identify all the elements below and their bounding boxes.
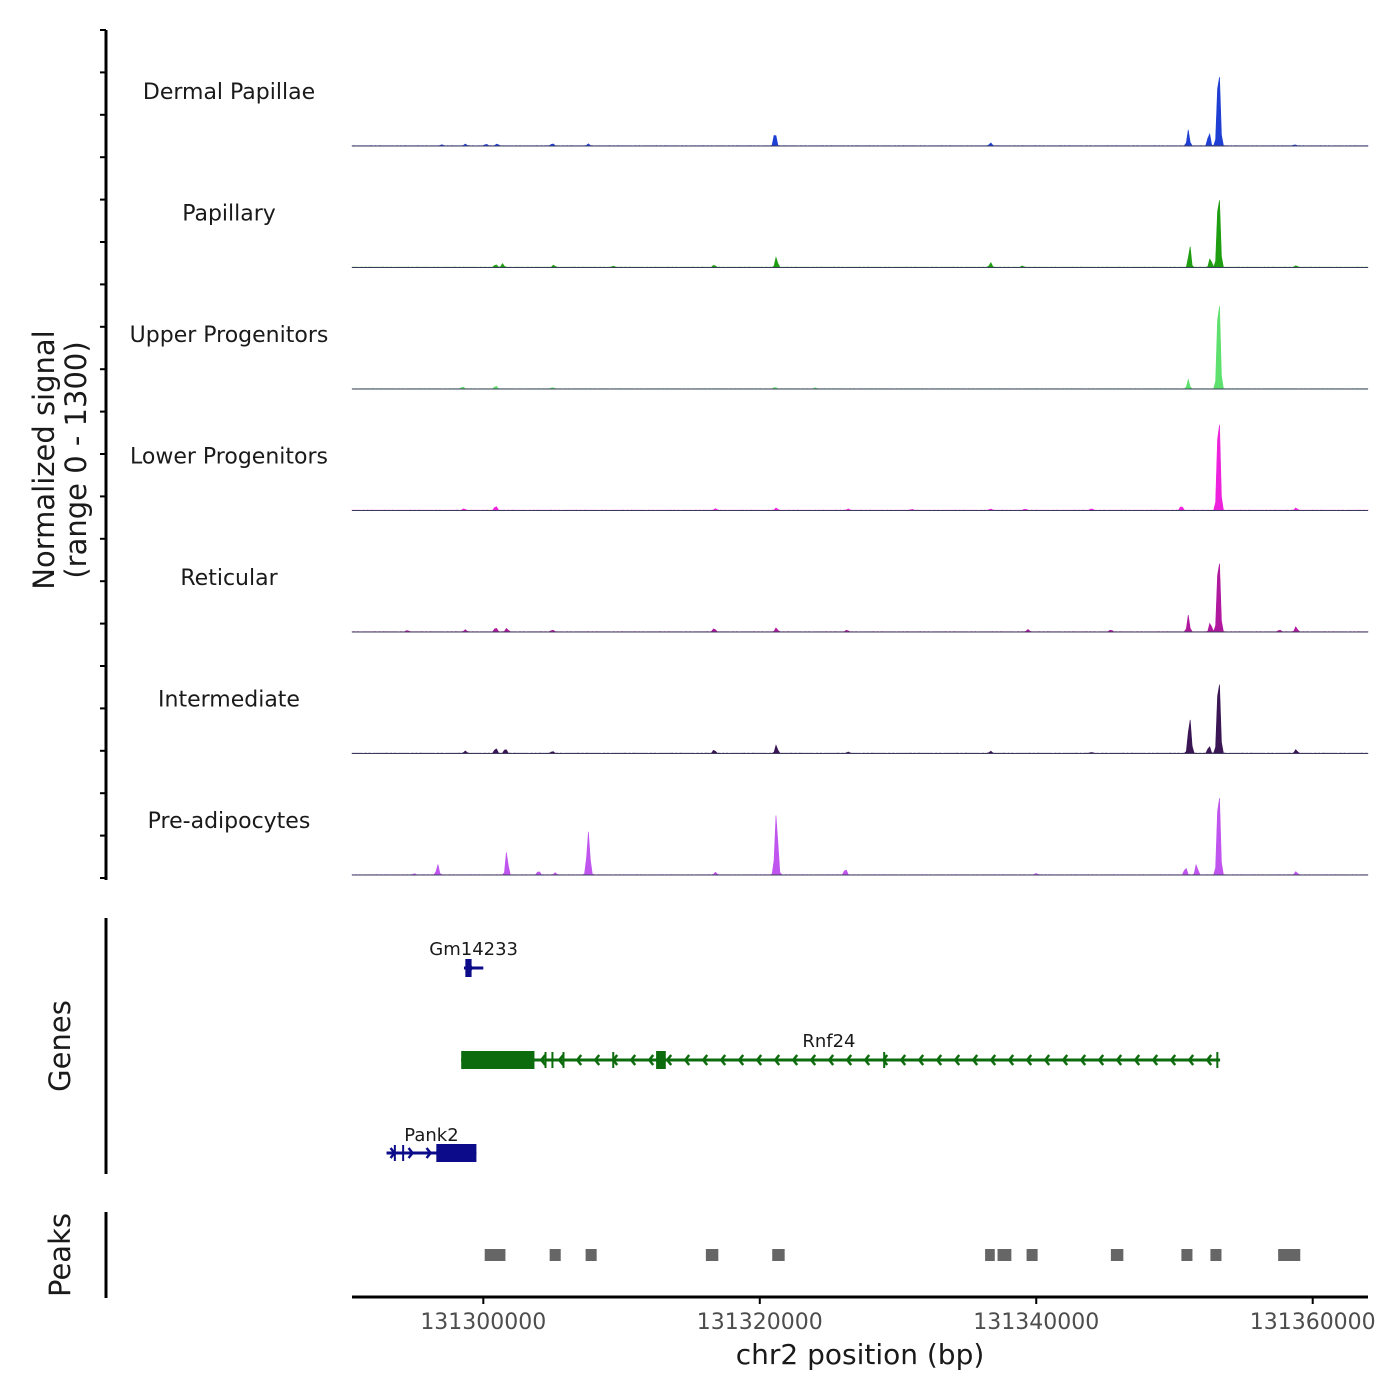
track-label: Lower Progenitors: [130, 445, 328, 470]
strand-chevron: [557, 1054, 565, 1066]
strand-chevron: [683, 1054, 691, 1066]
x-tick-label: 131320000: [697, 1310, 823, 1335]
gene-label: Pank2: [404, 1125, 458, 1146]
gene-gm14233: Gm14233: [429, 939, 518, 977]
signal-area: [351, 684, 1369, 754]
peak-region: [1110, 1249, 1124, 1261]
signal-area: [351, 200, 1369, 268]
strand-chevron: [935, 1054, 943, 1066]
strand-chevron: [1187, 1054, 1195, 1066]
peak-region: [997, 1249, 1012, 1261]
peaks-panel: [484, 1249, 1301, 1261]
strand-chevron: [953, 1054, 961, 1066]
coverage-tracks: Dermal Papillae Papillary Upper Progenitor…: [130, 76, 1369, 876]
track-label: Pre-adipocytes: [148, 809, 311, 834]
track-label: Intermediate: [158, 688, 300, 713]
strand-chevron: [1169, 1054, 1177, 1066]
x-axis-title: chr2 position (bp): [736, 1338, 985, 1371]
track-label: Papillary: [182, 202, 276, 227]
peak-region: [705, 1249, 719, 1261]
strand-chevron: [917, 1054, 925, 1066]
peak-region: [585, 1249, 597, 1261]
strand-chevron: [665, 1054, 673, 1066]
genes-panel-label: Genes: [43, 1000, 77, 1092]
strand-chevron: [971, 1054, 979, 1066]
strand-chevron: [773, 1054, 781, 1066]
peak-region: [985, 1249, 995, 1261]
strand-chevron: [1115, 1054, 1123, 1066]
exon-block: [465, 959, 472, 977]
x-tick-label: 131300000: [420, 1310, 546, 1335]
track-lower-progenitors: Lower Progenitors: [130, 424, 1369, 511]
strand-chevron: [1133, 1054, 1141, 1066]
strand-chevron: [737, 1054, 745, 1066]
signal-area: [351, 424, 1369, 511]
peaks-panel-label: Peaks: [43, 1213, 77, 1297]
gene-annotation-panel: Gm14233 Rnf24 Pank2: [386, 939, 1221, 1162]
track-reticular: Reticular: [180, 563, 1369, 633]
strand-chevron: [719, 1054, 727, 1066]
track-dermal-papillae: Dermal Papillae: [143, 76, 1369, 147]
strand-chevron: [809, 1054, 817, 1066]
strand-chevron: [1205, 1054, 1213, 1066]
y-axis-label-line1: Normalized signal: [27, 330, 61, 589]
strand-chevron: [845, 1054, 853, 1066]
left-axis-layer: [100, 29, 108, 1298]
track-label: Reticular: [180, 566, 278, 591]
peak-region: [549, 1249, 561, 1261]
gene-rnf24: Rnf24: [461, 1031, 1221, 1069]
track-intermediate: Intermediate: [158, 684, 1369, 754]
peak-region: [1210, 1249, 1222, 1261]
strand-chevron: [629, 1054, 637, 1066]
gene-label: Rnf24: [802, 1031, 855, 1052]
track-upper-progenitors: Upper Progenitors: [130, 305, 1369, 390]
peak-region: [484, 1249, 506, 1261]
strand-chevron: [827, 1054, 835, 1066]
gene-pank2: Pank2: [386, 1125, 477, 1162]
strand-chevron: [1151, 1054, 1159, 1066]
strand-chevron: [755, 1054, 763, 1066]
strand-chevron: [863, 1054, 871, 1066]
strand-chevron: [899, 1054, 907, 1066]
track-papillary: Papillary: [182, 200, 1369, 268]
gene-label: Gm14233: [429, 939, 518, 960]
strand-chevron: [593, 1054, 601, 1066]
strand-chevron: [1007, 1054, 1015, 1066]
strand-chevron: [1097, 1054, 1105, 1066]
track-label: Upper Progenitors: [130, 323, 329, 348]
signal-area: [351, 563, 1369, 633]
peak-region: [1181, 1249, 1193, 1261]
track-pre-adipocytes: Pre-adipocytes: [148, 798, 1369, 876]
strand-chevron: [539, 1054, 547, 1066]
x-tick-label: 131360000: [1250, 1310, 1376, 1335]
signal-area: [351, 798, 1369, 876]
track-label: Dermal Papillae: [143, 80, 315, 105]
exon-block: [461, 1051, 535, 1069]
strand-chevron: [1043, 1054, 1051, 1066]
peak-region: [772, 1249, 785, 1261]
strand-chevron: [575, 1054, 583, 1066]
exon-block: [656, 1051, 666, 1069]
x-tick-label: 131340000: [973, 1310, 1099, 1335]
strand-chevron: [1025, 1054, 1033, 1066]
exon-block: [436, 1144, 477, 1162]
peak-region: [1026, 1249, 1038, 1261]
strand-chevron: [701, 1054, 709, 1066]
signal-area: [351, 76, 1369, 147]
y-axis-label-line2: (range 0 - 1300): [59, 341, 93, 578]
signal-area: [351, 305, 1369, 390]
x-axis: 131300000 131320000 131340000 131360000: [352, 1295, 1376, 1335]
strand-chevron: [1061, 1054, 1069, 1066]
strand-chevron: [1079, 1054, 1087, 1066]
peak-region: [1278, 1249, 1301, 1261]
strand-chevron: [989, 1054, 997, 1066]
strand-chevron: [425, 1147, 433, 1159]
strand-chevron: [407, 1147, 415, 1159]
strand-chevron: [647, 1054, 655, 1066]
strand-chevron: [791, 1054, 799, 1066]
